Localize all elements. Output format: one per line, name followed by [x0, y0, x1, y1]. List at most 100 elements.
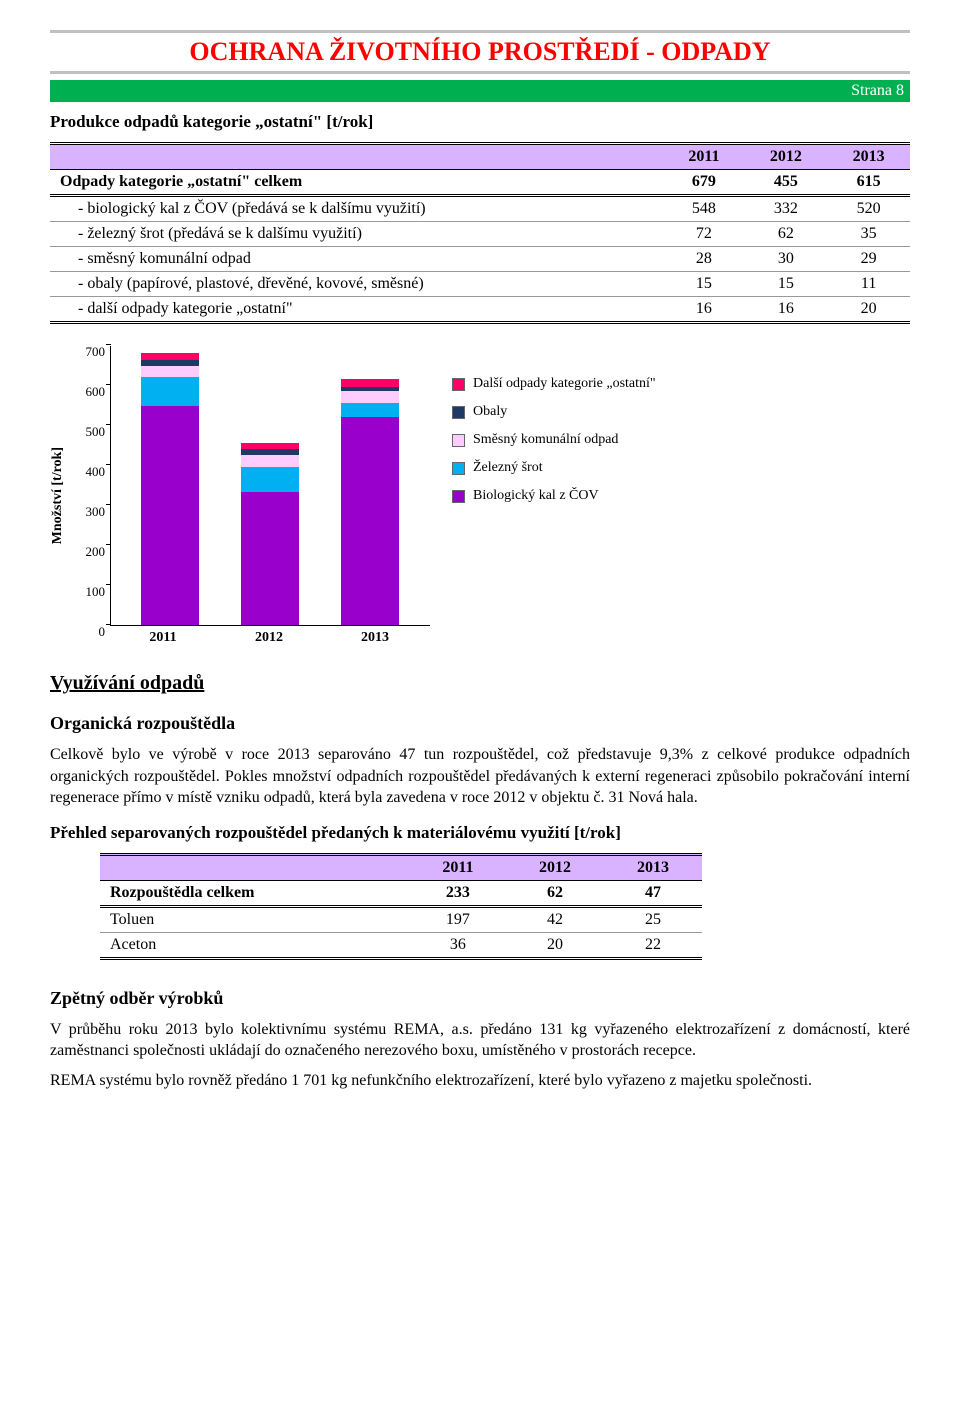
table2-heading: Přehled separovaných rozpouštědel předan…: [50, 823, 910, 843]
cell-value: 30: [745, 247, 828, 272]
bar-seg-obaly: [241, 449, 299, 455]
col-header: [100, 854, 410, 880]
col-header: 2012: [506, 854, 604, 880]
cell-value: 72: [663, 222, 744, 247]
legend-label: Biologický kal z ČOV: [473, 488, 599, 504]
col-header: 2011: [663, 144, 744, 170]
cell-value: 35: [827, 222, 910, 247]
col-header: [50, 144, 663, 170]
legend-item-obaly: Obaly: [452, 404, 656, 420]
cell-value: 62: [506, 880, 604, 906]
section-organicka: Organická rozpouštědla: [50, 713, 910, 734]
page-title: OCHRANA ŽIVOTNÍHO PROSTŘEDÍ - ODPADY: [50, 30, 910, 74]
table-row: - biologický kal z ČOV (předává se k dal…: [50, 196, 910, 222]
cell-value: 15: [745, 272, 828, 297]
ytick-label: 600: [65, 384, 105, 400]
legend-swatch: [452, 490, 465, 503]
row-label: Toluen: [100, 906, 410, 932]
bar-seg-dalsi: [141, 353, 199, 359]
cell-value: 62: [745, 222, 828, 247]
para-zpetny-2: REMA systému bylo rovněž předáno 1 701 k…: [50, 1070, 910, 1092]
row-label: - obaly (papírové, plastové, dřevěné, ko…: [50, 272, 663, 297]
table-row: - železný šrot (předává se k dalšímu vyu…: [50, 222, 910, 247]
legend-swatch: [452, 406, 465, 419]
chart-legend: Další odpady kategorie „ostatní" Obaly Smě…: [452, 364, 656, 516]
legend-label: Železný šrot: [473, 460, 543, 476]
cell-value: 36: [410, 932, 506, 958]
legend-swatch: [452, 434, 465, 447]
row-label: - železný šrot (předává se k dalšímu vyu…: [50, 222, 663, 247]
chart-ylabel: Množství [t/rok]: [50, 447, 66, 544]
bar-seg-obaly: [141, 360, 199, 366]
table-row: Odpady kategorie „ostatní" celkem6794556…: [50, 170, 910, 196]
row-label: - směsný komunální odpad: [50, 247, 663, 272]
bar-seg-obaly: [341, 387, 399, 391]
cell-value: 455: [745, 170, 828, 196]
table-odpady-ostatni: 201120122013 Odpady kategorie „ostatní" …: [50, 142, 910, 324]
bar-seg-smes: [141, 366, 199, 377]
cell-value: 615: [827, 170, 910, 196]
bar-seg-zel: [341, 403, 399, 417]
cell-value: 22: [604, 932, 702, 958]
table-row: Toluen1974225: [100, 906, 702, 932]
table-row: - další odpady kategorie „ostatní"161620: [50, 297, 910, 323]
col-header: 2013: [827, 144, 910, 170]
cell-value: 20: [506, 932, 604, 958]
cell-value: 679: [663, 170, 744, 196]
ytick-label: 100: [65, 584, 105, 600]
chart-xlabels: 201120122013: [110, 630, 430, 646]
ytick-label: 400: [65, 464, 105, 480]
legend-label: Další odpady kategorie „ostatní": [473, 376, 656, 392]
table-rozpoustela: 201120122013 Rozpouštědla celkem2336247T…: [100, 853, 702, 960]
cell-value: 11: [827, 272, 910, 297]
cell-value: 15: [663, 272, 744, 297]
table1-heading: Produkce odpadů kategorie „ostatní" [t/r…: [50, 112, 910, 132]
chart-plot: 0100200300400500600700: [110, 346, 430, 626]
cell-value: 548: [663, 196, 744, 222]
col-header: 2013: [604, 854, 702, 880]
row-label: Aceton: [100, 932, 410, 958]
bar-seg-bio: [141, 406, 199, 625]
legend-item-dalsi: Další odpady kategorie „ostatní": [452, 376, 656, 392]
bar-seg-dalsi: [341, 379, 399, 387]
row-label: - biologický kal z ČOV (předává se k dal…: [50, 196, 663, 222]
para-organicka: Celkově bylo ve výrobě v roce 2013 separ…: [50, 744, 910, 809]
cell-value: 28: [663, 247, 744, 272]
table-row: Rozpouštědla celkem2336247: [100, 880, 702, 906]
cell-value: 332: [745, 196, 828, 222]
legend-item-zel: Železný šrot: [452, 460, 656, 476]
ytick-label: 500: [65, 424, 105, 440]
bar-seg-smes: [241, 455, 299, 467]
xlabel: 2013: [322, 630, 428, 646]
cell-value: 233: [410, 880, 506, 906]
table-row: Aceton362022: [100, 932, 702, 958]
ytick-label: 300: [65, 504, 105, 520]
cell-value: 42: [506, 906, 604, 932]
ytick-label: 0: [65, 624, 105, 640]
legend-label: Směsný komunální odpad: [473, 432, 618, 448]
bar-seg-bio: [241, 492, 299, 625]
col-header: 2011: [410, 854, 506, 880]
table-row: - směsný komunální odpad283029: [50, 247, 910, 272]
cell-value: 47: [604, 880, 702, 906]
cell-value: 520: [827, 196, 910, 222]
cell-value: 25: [604, 906, 702, 932]
bar-seg-bio: [341, 417, 399, 625]
row-label: Odpady kategorie „ostatní" celkem: [50, 170, 663, 196]
para-zpetny-1: V průběhu roku 2013 bylo kolektivnímu sy…: [50, 1019, 910, 1062]
ytick-label: 200: [65, 544, 105, 560]
section-vyuzivani: Využívání odpadů: [50, 672, 910, 695]
chart-produkce-odpadu: Množství [t/rok] 0100200300400500600700 …: [50, 346, 910, 646]
legend-item-bio: Biologický kal z ČOV: [452, 488, 656, 504]
cell-value: 16: [745, 297, 828, 323]
ytick-label: 700: [65, 344, 105, 360]
cell-value: 16: [663, 297, 744, 323]
legend-swatch: [452, 462, 465, 475]
bar-seg-dalsi: [241, 443, 299, 449]
cell-value: 20: [827, 297, 910, 323]
table-row: - obaly (papírové, plastové, dřevěné, ko…: [50, 272, 910, 297]
page-number: Strana 8: [50, 80, 910, 102]
row-label: - další odpady kategorie „ostatní": [50, 297, 663, 323]
xlabel: 2011: [110, 630, 216, 646]
bar-seg-zel: [241, 467, 299, 492]
